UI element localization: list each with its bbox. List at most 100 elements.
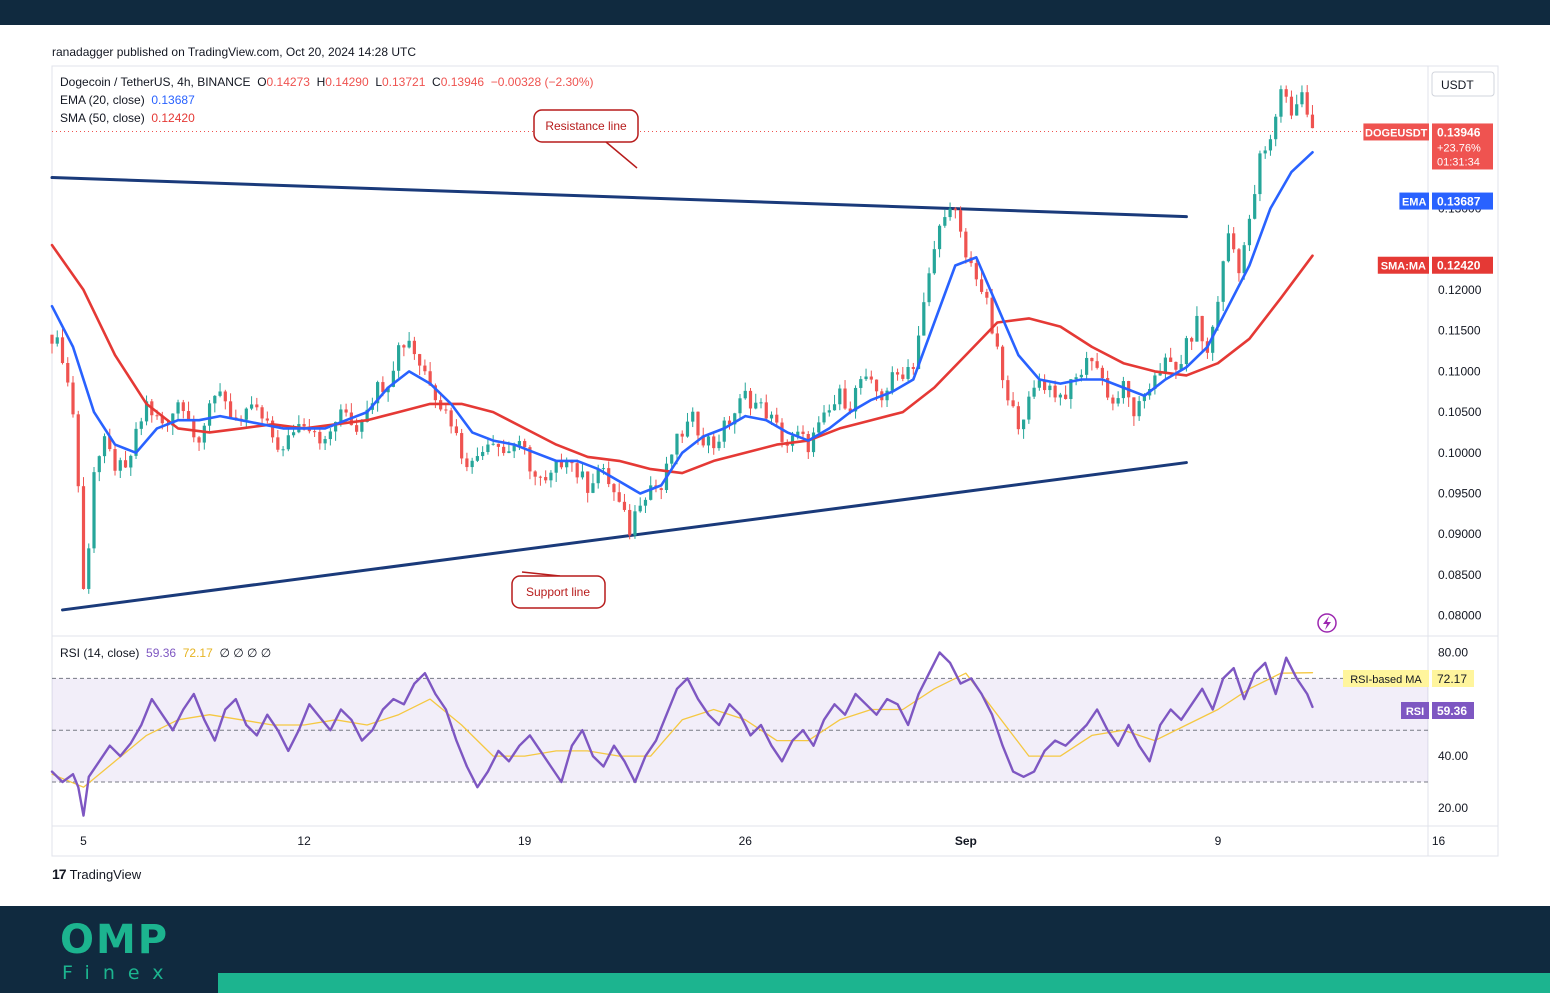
candle-body <box>1011 400 1015 407</box>
candle-body <box>1095 361 1099 368</box>
candle-body <box>97 456 101 473</box>
sma-tag-value: 0.12420 <box>1437 259 1481 273</box>
candle-body <box>701 435 705 446</box>
resistance-annotation-text: Resistance line <box>545 119 627 133</box>
price-tick-label: 0.08000 <box>1438 609 1482 623</box>
candle-body <box>565 460 569 468</box>
price-pane: 0.145000.130000.120000.115000.110000.105… <box>50 71 1495 623</box>
rsi-legend-part: ∅ ∅ ∅ ∅ <box>219 646 271 660</box>
x-tick-label: 19 <box>518 834 532 848</box>
indicator-name: SMA (50, close) <box>60 111 151 125</box>
support-annotation-text: Support line <box>526 585 590 599</box>
candle-body <box>775 414 779 423</box>
legend-part: 0.13721 <box>382 75 432 89</box>
candle-body <box>312 431 317 433</box>
candle-body <box>496 443 501 447</box>
top-band <box>0 0 1550 25</box>
candle-body <box>948 208 952 218</box>
ema-tag: 0.13687 EMA <box>1399 192 1493 210</box>
candle-body <box>207 403 212 426</box>
candle-body <box>218 391 222 396</box>
candle-body <box>475 456 480 461</box>
candle-body <box>186 411 191 421</box>
candle-body <box>1053 385 1057 398</box>
candle-body <box>1106 378 1110 398</box>
candle-body <box>1032 387 1036 397</box>
candle-body <box>817 422 821 433</box>
tradingview-mark-icon: 17 <box>52 866 67 882</box>
candle-body <box>1116 398 1120 404</box>
candle-body <box>1184 338 1189 365</box>
candle-body <box>418 354 422 366</box>
candle-body <box>328 431 332 440</box>
candle-body <box>423 365 427 372</box>
candle-body <box>533 471 537 477</box>
candle-body <box>937 225 942 250</box>
candle-body <box>291 432 296 436</box>
candle-body <box>691 411 695 422</box>
lightning-icon-bolt <box>1323 616 1331 630</box>
rsi-ma-tag-value: 72.17 <box>1437 672 1467 686</box>
candle-body <box>544 477 548 481</box>
candle-body <box>696 411 700 436</box>
candle-body <box>50 334 54 344</box>
candle-body <box>1142 395 1146 402</box>
candle-body <box>281 449 285 451</box>
candle-body <box>1027 396 1031 420</box>
candle-body <box>974 263 978 280</box>
candle-body <box>402 345 406 348</box>
candle-body <box>197 437 201 443</box>
candle-body <box>360 421 364 432</box>
rsi-tag-name-bg <box>1401 702 1429 719</box>
rsi-tag-name: RSI <box>1406 706 1424 718</box>
candle-body <box>575 463 579 478</box>
x-tick-label: 9 <box>1215 834 1222 848</box>
candle-body <box>638 505 642 512</box>
candle-body <box>780 422 784 442</box>
candle-body <box>433 385 437 401</box>
candle-body <box>832 404 837 411</box>
candle-body <box>738 398 742 414</box>
candle-body <box>1284 89 1288 97</box>
price-legend: Dogecoin / TetherUS, 4h, BINANCE O0.1427… <box>60 75 594 125</box>
price-tick-label: 0.09500 <box>1438 487 1482 501</box>
candle-body <box>270 420 275 438</box>
legend-part: −0.00328 (−2.30%) <box>491 75 594 89</box>
rsi-legend-part: RSI (14, close) <box>60 646 146 660</box>
price-tag-name-bg <box>1363 123 1429 141</box>
candle-body <box>580 471 585 478</box>
candle-body <box>1000 346 1005 381</box>
rsi-ma-tag-name: RSI-based MA <box>1350 674 1422 686</box>
candle-body <box>1079 374 1083 378</box>
candle-body <box>1200 315 1204 342</box>
candle-body <box>964 231 968 258</box>
candle-body <box>911 367 915 369</box>
candle-body <box>733 413 737 425</box>
candle-body <box>806 434 810 453</box>
candle-body <box>334 421 338 432</box>
candle-body <box>1064 394 1068 399</box>
candle-body <box>318 431 322 444</box>
candle-body <box>953 208 957 211</box>
candle-body <box>118 460 122 471</box>
candle-body <box>66 363 70 383</box>
candle-body <box>617 492 621 502</box>
price-tag-name: DOGEUSDT <box>1365 127 1428 139</box>
candle-body <box>1216 301 1220 327</box>
price-tick-label: 0.08500 <box>1438 568 1482 582</box>
candle-body <box>255 404 259 408</box>
candle-body <box>759 402 763 404</box>
candle-body <box>1043 380 1047 391</box>
tradingview-logo[interactable]: 17 TradingView <box>52 866 141 882</box>
candle-body <box>906 367 910 379</box>
candle-body <box>244 408 248 420</box>
candle-body <box>144 401 149 422</box>
candle-body <box>176 402 180 414</box>
candle-body <box>1310 114 1315 129</box>
candle-body <box>1137 401 1141 417</box>
candle-body <box>302 424 306 427</box>
candle-body <box>449 410 453 427</box>
candle-body <box>528 447 532 472</box>
candle-body <box>123 460 128 468</box>
